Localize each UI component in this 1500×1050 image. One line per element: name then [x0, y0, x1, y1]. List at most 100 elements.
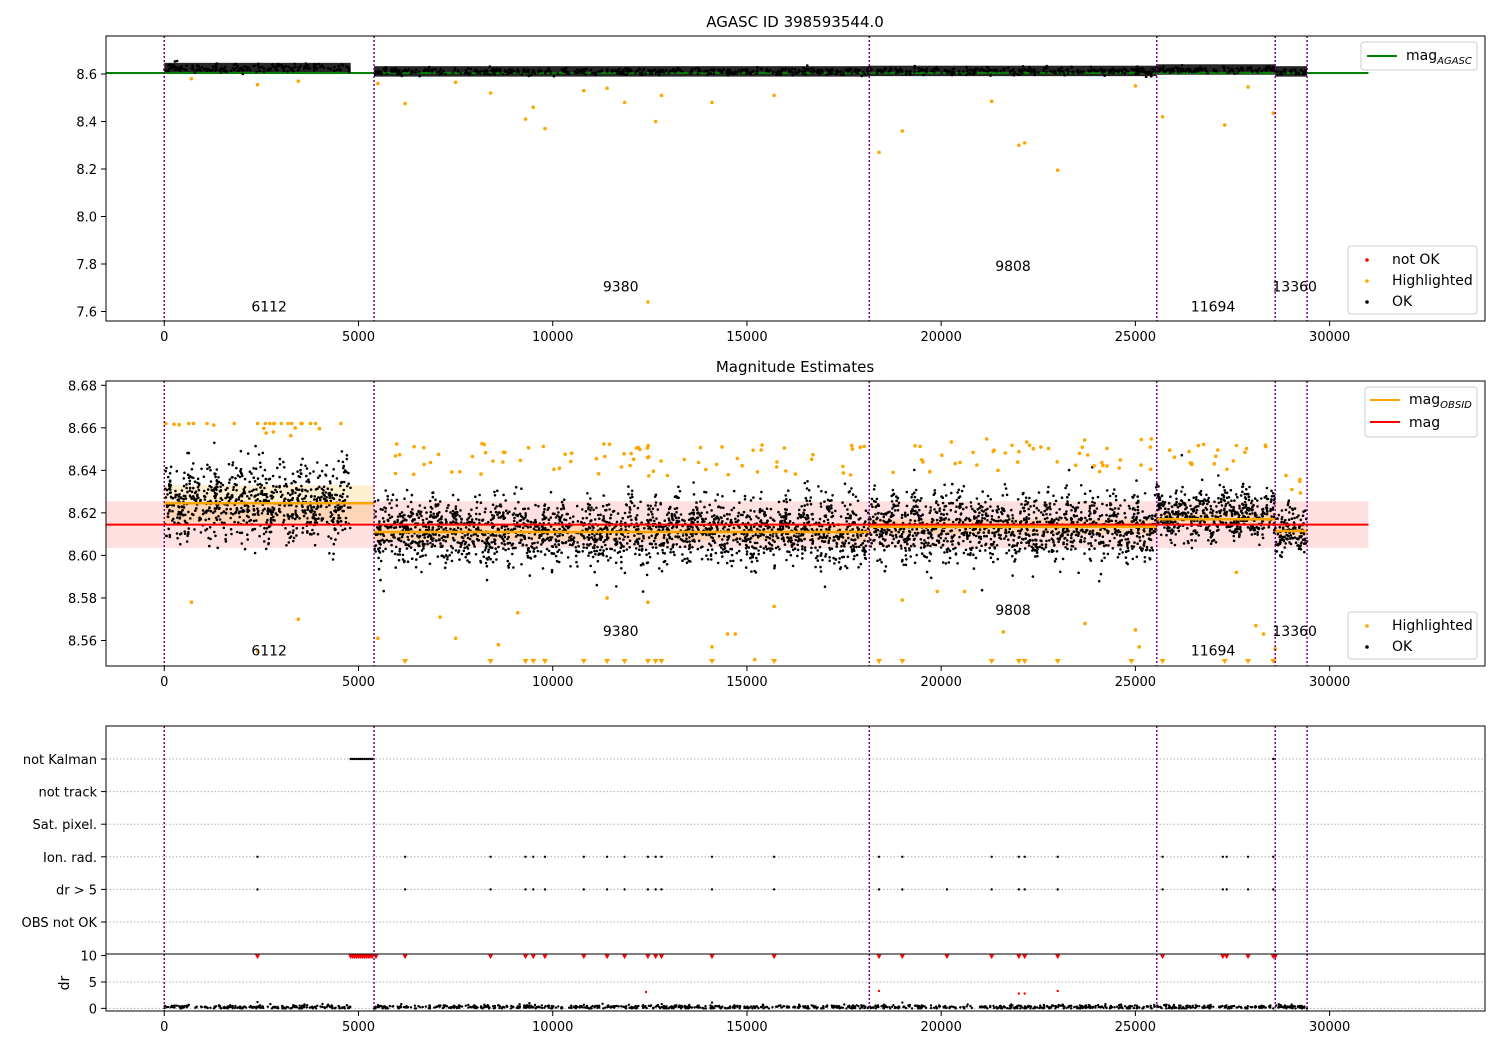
- ok-point: [1138, 536, 1141, 539]
- ok-point: [201, 512, 205, 516]
- ok-point: [597, 70, 601, 73]
- ok-point: [398, 512, 402, 516]
- ok-point: [819, 528, 823, 532]
- ok-point: [666, 541, 670, 544]
- ok-point: [895, 71, 898, 75]
- ok-point: [671, 545, 675, 549]
- ok-point: [810, 546, 813, 550]
- ok-point: [920, 552, 924, 555]
- ok-point: [1278, 72, 1281, 76]
- ok-point: [403, 497, 406, 501]
- ok-point: [1028, 539, 1032, 542]
- ok-point: [962, 551, 966, 555]
- ok-point: [568, 536, 571, 539]
- ok-point: [550, 568, 554, 572]
- ok-point: [819, 505, 823, 508]
- ok-point: [599, 513, 602, 516]
- ok-point: [256, 493, 260, 496]
- ok-point: [1025, 516, 1028, 519]
- ok-point: [796, 516, 800, 520]
- ok-point: [502, 511, 505, 514]
- highlighted-point: [1133, 84, 1138, 88]
- ok-point: [499, 516, 502, 519]
- ok-point: [1031, 549, 1034, 552]
- ok-point: [1024, 537, 1027, 540]
- ok-point: [841, 555, 844, 559]
- ok-point: [593, 518, 597, 521]
- ok-point: [609, 547, 612, 551]
- ok-point: [534, 518, 537, 522]
- ok-point: [615, 533, 618, 536]
- ok-point: [1006, 66, 1010, 70]
- ok-point: [531, 69, 535, 72]
- ok-point: [411, 520, 414, 523]
- ok-point: [390, 506, 393, 510]
- ok-point: [600, 69, 603, 72]
- ok-point: [243, 486, 247, 489]
- ok-point: [514, 485, 518, 489]
- ok-point: [626, 67, 630, 70]
- ok-point: [238, 475, 242, 479]
- ok-point: [801, 545, 804, 548]
- ok-point: [670, 514, 674, 518]
- ok-point: [181, 508, 184, 512]
- ok-point: [304, 66, 308, 69]
- ok-point: [256, 483, 260, 486]
- ok-point: [974, 67, 977, 71]
- ok-point: [454, 507, 458, 511]
- ok-point: [584, 73, 587, 76]
- ok-point: [495, 558, 498, 561]
- ok-point: [780, 67, 784, 71]
- ok-point: [1001, 512, 1004, 516]
- ok-point: [570, 534, 573, 538]
- ok-point: [894, 545, 897, 548]
- ok-point: [847, 536, 850, 540]
- ok-point: [852, 549, 856, 552]
- ok-point: [1006, 521, 1009, 524]
- ok-point: [269, 517, 273, 520]
- ok-point: [640, 539, 644, 543]
- ok-point: [405, 518, 408, 522]
- ok-point: [890, 500, 894, 503]
- ok-point: [783, 520, 787, 524]
- ok-point: [774, 71, 778, 74]
- ok-point: [561, 525, 564, 529]
- ok-point: [436, 514, 440, 517]
- ok-point: [697, 539, 701, 543]
- ok-point: [667, 511, 670, 514]
- ok-point: [264, 530, 268, 534]
- ok-point: [962, 484, 966, 488]
- ok-point: [190, 512, 194, 516]
- ok-point: [563, 518, 566, 521]
- ok-point: [661, 542, 665, 545]
- ok-point: [375, 71, 378, 75]
- ok-point: [593, 534, 596, 537]
- ok-point: [256, 507, 259, 511]
- ok-point: [704, 527, 708, 530]
- ok-point: [191, 64, 194, 67]
- ok-point: [693, 540, 696, 543]
- ok-point: [292, 539, 295, 543]
- ok-point: [864, 520, 867, 523]
- ok-point: [384, 547, 387, 551]
- ok-point: [595, 549, 599, 553]
- ok-point: [182, 497, 185, 501]
- ok-point: [838, 557, 841, 560]
- ok-point: [652, 539, 656, 543]
- ok-point: [817, 485, 820, 488]
- ok-point: [890, 530, 893, 534]
- ok-point: [875, 533, 878, 537]
- ok-point: [259, 492, 263, 495]
- ok-point: [576, 520, 580, 523]
- ok-point: [235, 506, 239, 510]
- ok-point: [1131, 557, 1135, 561]
- ok-point: [1045, 539, 1048, 543]
- ok-point: [942, 529, 946, 533]
- ok-point: [1179, 70, 1182, 74]
- ok-point: [385, 538, 389, 542]
- ok-point: [913, 64, 917, 68]
- ok-point: [1091, 496, 1095, 500]
- ok-point: [1136, 505, 1140, 509]
- ok-point: [1013, 71, 1017, 74]
- ok-point: [241, 474, 244, 478]
